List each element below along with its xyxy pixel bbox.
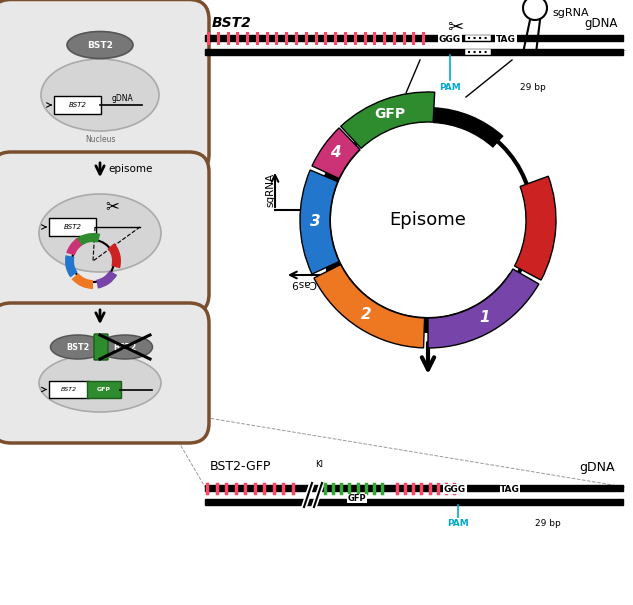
Wedge shape — [315, 139, 523, 333]
Wedge shape — [72, 273, 93, 289]
Wedge shape — [515, 176, 556, 280]
Ellipse shape — [39, 194, 161, 272]
Wedge shape — [108, 243, 121, 268]
FancyBboxPatch shape — [87, 381, 121, 398]
Text: BST2: BST2 — [212, 16, 252, 30]
FancyBboxPatch shape — [0, 152, 209, 314]
Ellipse shape — [39, 354, 161, 412]
Text: TAG: TAG — [500, 485, 520, 494]
FancyBboxPatch shape — [94, 334, 108, 360]
Text: BST2: BST2 — [66, 342, 90, 352]
Wedge shape — [341, 92, 435, 148]
Text: GFP: GFP — [97, 387, 111, 392]
Wedge shape — [96, 270, 117, 289]
FancyBboxPatch shape — [0, 0, 209, 174]
Text: GFP: GFP — [374, 107, 405, 121]
Wedge shape — [65, 255, 78, 278]
Text: 3: 3 — [310, 214, 320, 229]
Text: PAM: PAM — [447, 518, 469, 528]
Wedge shape — [312, 128, 360, 178]
Wedge shape — [314, 264, 425, 348]
Wedge shape — [433, 107, 504, 148]
Text: 1: 1 — [479, 310, 490, 325]
Ellipse shape — [51, 335, 106, 359]
Text: gDNA: gDNA — [579, 460, 615, 474]
Wedge shape — [300, 170, 339, 274]
Text: GFP: GFP — [348, 494, 367, 503]
Text: KI: KI — [315, 460, 323, 469]
FancyBboxPatch shape — [49, 218, 96, 236]
Text: GGG: GGG — [444, 485, 466, 494]
Ellipse shape — [41, 59, 159, 131]
Text: episome: episome — [108, 164, 153, 174]
Text: Cas9: Cas9 — [290, 278, 316, 288]
Text: sgRNA: sgRNA — [265, 173, 275, 207]
Text: BST2: BST2 — [69, 102, 87, 108]
Wedge shape — [428, 269, 539, 348]
Text: BST2: BST2 — [113, 342, 137, 352]
Text: Nucleus: Nucleus — [85, 134, 115, 143]
Text: BST2: BST2 — [61, 387, 77, 392]
Text: ✂: ✂ — [447, 18, 463, 36]
Text: 2: 2 — [361, 307, 372, 322]
Text: 29 bp: 29 bp — [520, 82, 546, 91]
Text: BST2: BST2 — [87, 41, 113, 50]
Circle shape — [323, 115, 533, 325]
Wedge shape — [75, 233, 100, 246]
Text: 29 bp: 29 bp — [535, 518, 561, 528]
Text: GGG: GGG — [439, 34, 461, 44]
Text: 4: 4 — [330, 145, 341, 160]
Text: TAG: TAG — [496, 34, 516, 44]
Text: sgRNA: sgRNA — [552, 8, 589, 18]
FancyBboxPatch shape — [0, 303, 209, 443]
Ellipse shape — [67, 31, 133, 59]
Text: Episome: Episome — [389, 211, 467, 229]
Ellipse shape — [97, 335, 153, 359]
Text: ✂: ✂ — [105, 197, 119, 215]
Wedge shape — [66, 238, 82, 255]
Text: gDNA: gDNA — [585, 16, 618, 30]
FancyArrow shape — [205, 485, 623, 491]
FancyArrow shape — [205, 49, 623, 55]
Text: BST2: BST2 — [64, 224, 82, 230]
Text: gDNA: gDNA — [111, 94, 133, 102]
FancyBboxPatch shape — [54, 96, 101, 114]
FancyArrow shape — [205, 35, 623, 41]
FancyBboxPatch shape — [49, 381, 89, 398]
FancyArrow shape — [205, 499, 623, 505]
Text: BST2-GFP: BST2-GFP — [210, 460, 272, 474]
Text: PAM: PAM — [439, 82, 461, 91]
Circle shape — [523, 0, 547, 20]
